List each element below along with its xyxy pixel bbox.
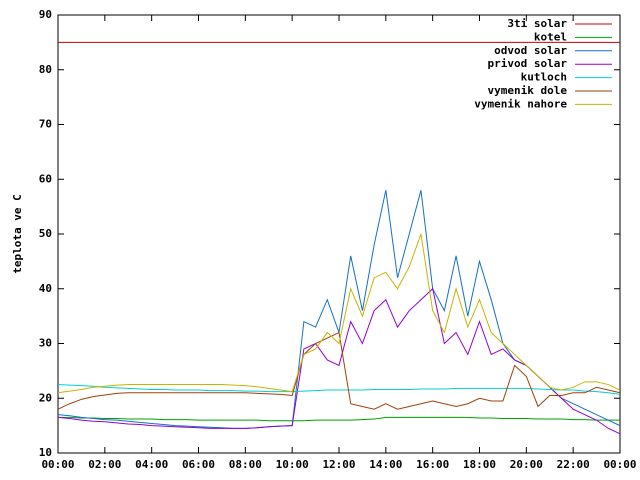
legend-label: vymenik dole bbox=[488, 84, 568, 97]
legend-label: odvod solar bbox=[494, 44, 567, 57]
legend-label: privod solar bbox=[488, 57, 568, 70]
legend-label: kutloch bbox=[521, 71, 567, 84]
series-line bbox=[58, 416, 620, 422]
y-tick-label: 30 bbox=[39, 337, 52, 350]
series-line bbox=[57, 233, 621, 394]
x-tick-label: 04:00 bbox=[135, 458, 168, 471]
series-line bbox=[57, 287, 621, 435]
series-line bbox=[57, 331, 621, 410]
y-tick-label: 80 bbox=[39, 63, 52, 76]
x-tick-label: 06:00 bbox=[182, 458, 215, 471]
y-tick-label: 90 bbox=[39, 8, 52, 21]
x-tick-label: 16:00 bbox=[416, 458, 449, 471]
x-tick-label: 14:00 bbox=[369, 458, 402, 471]
x-tick-label: 22:00 bbox=[557, 458, 590, 471]
legend-label: kotel bbox=[534, 30, 567, 43]
legend-label: 3ti solar bbox=[507, 17, 567, 30]
x-tick-label: 00:00 bbox=[603, 458, 636, 471]
x-tick-label: 08:00 bbox=[229, 458, 262, 471]
x-tick-label: 00:00 bbox=[41, 458, 74, 471]
legend-label: vymenik nahore bbox=[474, 97, 567, 110]
x-tick-label: 20:00 bbox=[510, 458, 543, 471]
y-tick-label: 40 bbox=[39, 282, 52, 295]
y-tick-label: 20 bbox=[39, 391, 52, 404]
y-tick-label: 10 bbox=[39, 446, 52, 459]
y-tick-label: 70 bbox=[39, 118, 52, 131]
x-tick-label: 18:00 bbox=[463, 458, 496, 471]
y-tick-label: 60 bbox=[39, 172, 52, 185]
y-tick-label: 50 bbox=[39, 227, 52, 240]
series-line bbox=[57, 384, 621, 395]
y-axis-label: teplota ve C bbox=[11, 194, 24, 273]
x-tick-label: 10:00 bbox=[276, 458, 309, 471]
x-tick-label: 02:00 bbox=[88, 458, 121, 471]
x-tick-label: 12:00 bbox=[322, 458, 355, 471]
